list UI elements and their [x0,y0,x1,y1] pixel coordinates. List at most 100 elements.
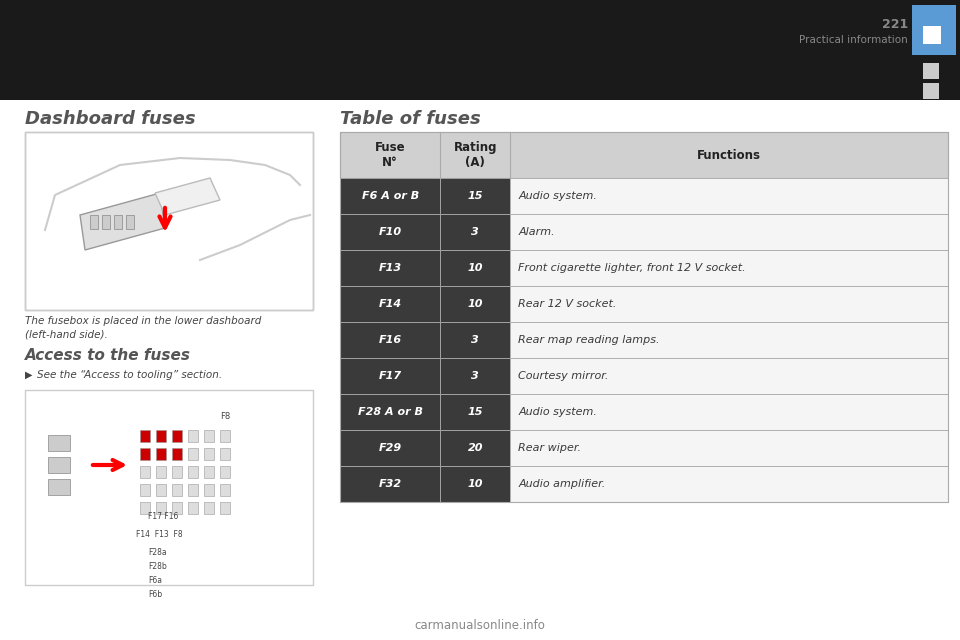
Bar [48,479,70,495]
Bar [172,448,182,460]
Text: 10: 10 [468,263,483,273]
Bar [340,132,948,178]
Bar [441,358,511,394]
Text: Courtesy mirror.: Courtesy mirror. [518,371,609,381]
Bar [172,502,182,514]
Bar [25,132,313,310]
Text: F8: F8 [220,412,230,421]
Polygon shape [155,178,220,215]
Text: Rear 12 V socket.: Rear 12 V socket. [518,299,616,309]
Bar [156,466,166,478]
Text: 3: 3 [471,371,479,381]
Bar [188,502,198,514]
Bar [172,484,182,496]
Text: 20: 20 [468,443,483,453]
Bar [220,484,230,496]
Bar [25,390,313,585]
Text: F28a: F28a [148,548,167,557]
Bar [140,430,150,442]
Bar [156,430,166,442]
Text: The fusebox is placed in the lower dashboard: The fusebox is placed in the lower dashb… [25,316,261,326]
Bar [441,178,511,214]
Bar [441,214,511,250]
Bar [340,466,441,502]
Bar [126,215,134,229]
Bar [114,215,122,229]
Bar [340,132,948,502]
Bar [140,502,150,514]
Bar [172,430,182,442]
Bar [172,466,182,478]
Text: 10: 10 [468,299,483,309]
Bar [102,215,110,229]
Text: Front cigarette lighter, front 12 V socket.: Front cigarette lighter, front 12 V sock… [518,263,746,273]
Bar [48,457,70,473]
Bar [204,430,214,442]
Text: Table of fuses: Table of fuses [340,110,481,128]
Text: F17 F16: F17 F16 [148,512,179,521]
Bar [220,430,230,442]
Text: (left-hand side).: (left-hand side). [25,329,108,339]
Text: F17: F17 [378,371,401,381]
Bar [441,466,511,502]
Bar [204,466,214,478]
Bar [511,178,948,214]
Bar [441,286,511,322]
Text: Audio system.: Audio system. [518,191,597,201]
Text: F10: F10 [378,227,401,237]
Bar [511,466,948,502]
Bar [204,484,214,496]
Text: Alarm.: Alarm. [518,227,555,237]
Bar [923,83,939,99]
Bar [188,430,198,442]
Text: Access to the fuses: Access to the fuses [25,348,191,363]
Text: F16: F16 [378,335,401,345]
Text: ▶: ▶ [25,370,33,380]
Bar [511,358,948,394]
Text: Rating
(A): Rating (A) [453,141,497,169]
Text: F6 A or B: F6 A or B [362,191,419,201]
Bar [511,394,948,430]
Bar [511,322,948,358]
Bar [340,286,441,322]
Text: F6b: F6b [148,590,162,599]
Bar [220,502,230,514]
Text: F29: F29 [378,443,401,453]
Bar [340,178,441,214]
Text: Audio system.: Audio system. [518,407,597,417]
Bar [220,448,230,460]
Text: carmanualsonline.info: carmanualsonline.info [415,619,545,632]
Bar [25,132,313,310]
Bar [0,0,960,100]
Text: 221: 221 [881,18,908,31]
Text: Audio amplifier.: Audio amplifier. [518,479,606,489]
Bar [156,448,166,460]
Text: Dashboard fuses: Dashboard fuses [25,110,196,128]
Text: Practical information: Practical information [800,35,908,45]
Bar [220,466,230,478]
Text: Rear map reading lamps.: Rear map reading lamps. [518,335,660,345]
Bar [511,286,948,322]
Text: F14  F13  F8: F14 F13 F8 [136,530,182,539]
Bar [340,430,441,466]
Bar [90,215,98,229]
Text: F28 A or B: F28 A or B [358,407,422,417]
Text: 3: 3 [471,335,479,345]
Bar [340,394,441,430]
Bar [156,484,166,496]
Bar [204,502,214,514]
Bar [511,214,948,250]
Text: F14: F14 [378,299,401,309]
Bar [441,322,511,358]
Text: Fuse
N°: Fuse N° [374,141,405,169]
Bar [156,502,166,514]
Text: F13: F13 [378,263,401,273]
Bar [340,358,441,394]
Bar [912,5,956,55]
Bar [923,63,939,79]
Bar [923,26,941,44]
Text: F32: F32 [378,479,401,489]
Bar [188,448,198,460]
Bar [140,484,150,496]
Bar [441,394,511,430]
